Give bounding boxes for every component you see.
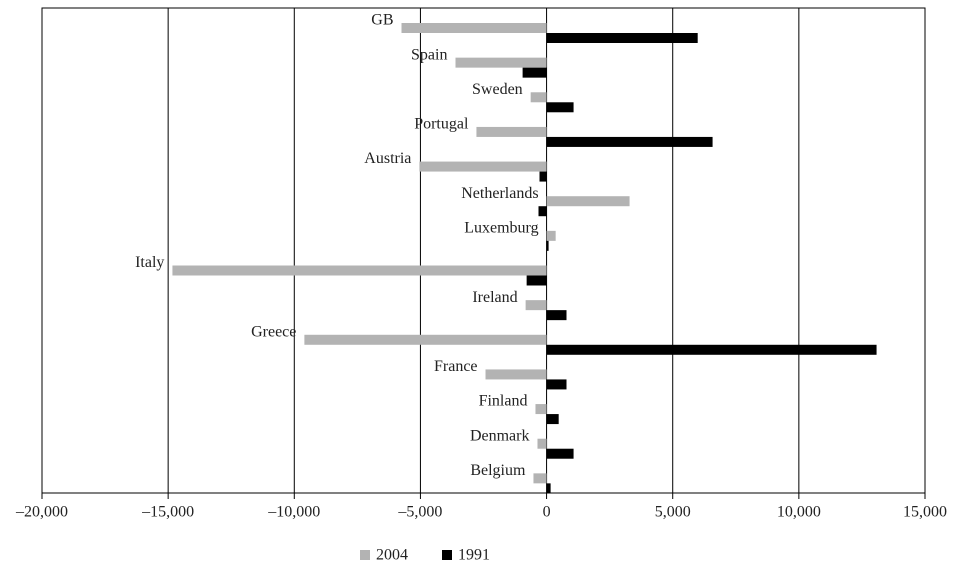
bar [546, 240, 549, 251]
category-label: Netherlands [461, 185, 538, 202]
bar [546, 196, 630, 207]
x-tick-label: 0 [543, 504, 551, 521]
bar [476, 126, 547, 137]
bar [546, 310, 567, 321]
category-label: France [434, 358, 478, 375]
category-label: Sweden [472, 81, 523, 98]
bar [530, 92, 547, 103]
legend-swatch [360, 550, 370, 560]
bar [546, 102, 574, 113]
bar [546, 448, 574, 459]
x-tick-label: 5,000 [655, 504, 691, 521]
legend-label: 1991 [458, 547, 490, 564]
bar [526, 275, 547, 286]
bar [546, 379, 567, 390]
category-label: Finland [479, 393, 528, 410]
category-label: Denmark [470, 427, 530, 444]
bar [546, 230, 556, 241]
category-label: Greece [251, 323, 296, 340]
bar [533, 473, 547, 484]
bar [525, 300, 547, 311]
category-label: Austria [364, 150, 411, 167]
bar [546, 33, 698, 43]
bar [537, 438, 547, 449]
bar [485, 369, 547, 380]
category-label: Luxemburg [464, 220, 538, 237]
plot-frame [41, 7, 926, 494]
bar [304, 334, 547, 345]
bar [455, 57, 547, 68]
x-tick-label: –20,000 [15, 504, 68, 521]
x-tick-label: –15,000 [141, 504, 194, 521]
bar [172, 265, 547, 276]
legend-swatch [442, 550, 452, 560]
bar [546, 414, 559, 425]
bar [419, 161, 547, 172]
category-label: Spain [411, 46, 447, 63]
x-tick-label: –5,000 [397, 504, 442, 521]
category-label: GB [371, 12, 393, 29]
bar [522, 67, 547, 78]
bar [546, 483, 551, 494]
bar [539, 171, 547, 182]
bar [535, 404, 547, 415]
x-tick-label: –10,000 [267, 504, 320, 521]
bar [538, 206, 547, 217]
category-label: Portugal [414, 116, 469, 133]
bar [546, 344, 877, 355]
bar [401, 23, 547, 33]
x-tick-label: 15,000 [903, 504, 947, 521]
category-label: Italy [135, 254, 164, 271]
category-label: Belgium [470, 462, 526, 479]
bar [546, 136, 713, 147]
category-label: Ireland [472, 289, 517, 306]
x-tick-label: 10,000 [777, 504, 821, 521]
legend-label: 2004 [376, 547, 408, 564]
